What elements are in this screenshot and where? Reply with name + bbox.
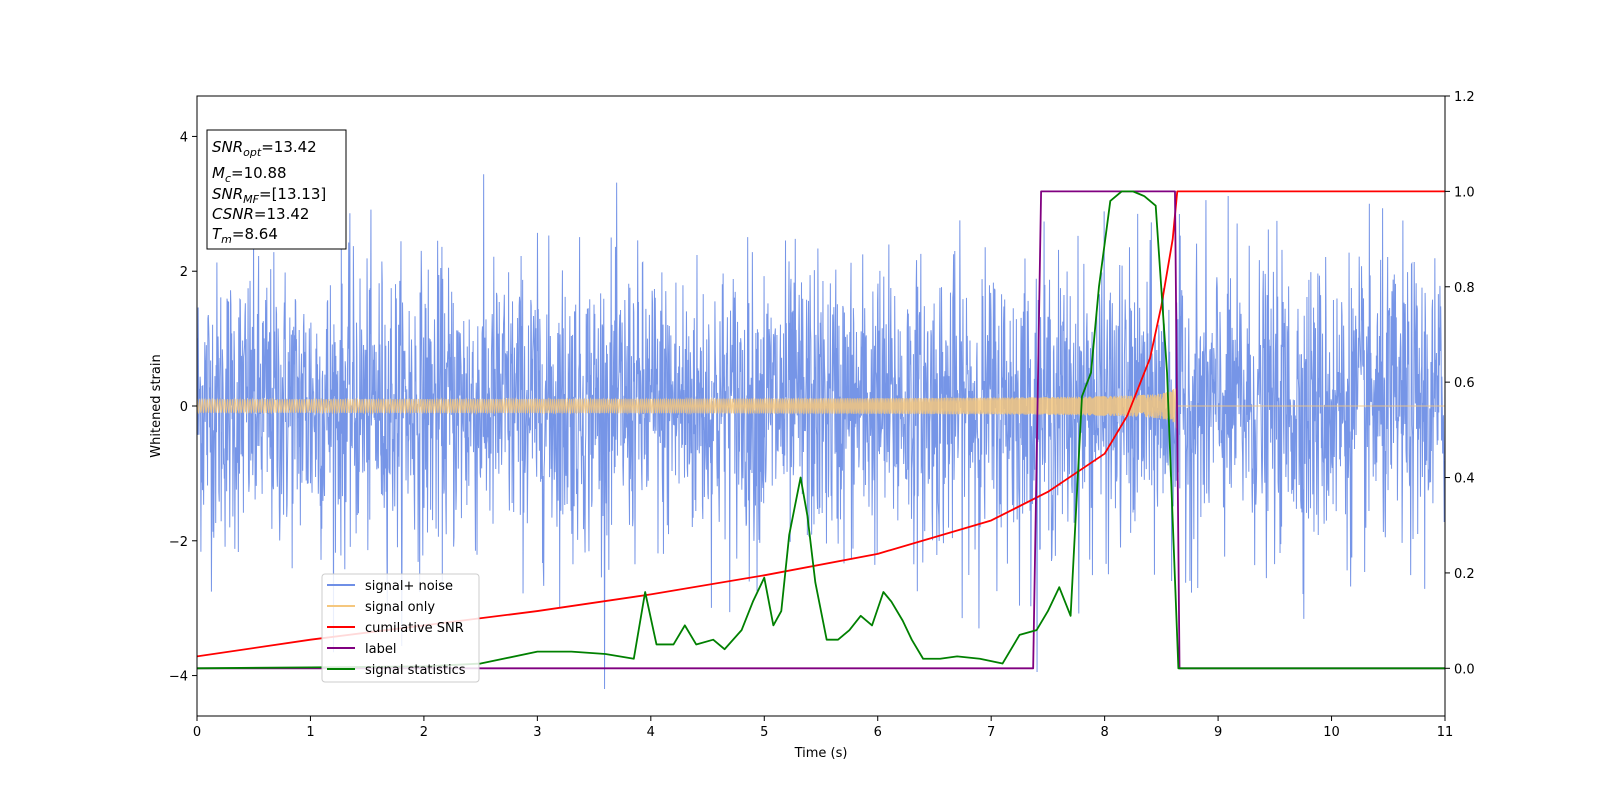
- info-box-frame: [206, 129, 347, 250]
- x-tick-label: 5: [760, 725, 768, 740]
- x-tick-label: 9: [1214, 725, 1222, 740]
- y-left-tick-label: −4: [169, 670, 188, 685]
- x-tick-label: 6: [874, 725, 882, 740]
- legend-entry-signal-only: signal only: [327, 600, 435, 615]
- x-tick-label: 1: [306, 725, 314, 740]
- legend-entry-signal-noise: signal+ noise: [327, 579, 453, 594]
- x-tick-label: 11: [1437, 725, 1454, 740]
- legend-entry-signal-statistics: signal statistics: [327, 663, 466, 678]
- ticks-layer: 0 1 2 3 4 5 6 7 8 9 10 11 −4 −2 0 2 4 0.0 0.2 0.4 0.6 0.8 1.0 1…: [169, 90, 1475, 740]
- x-tick-label: 2: [420, 725, 428, 740]
- info-snr-opt: SNRopt=13.42: [212, 138, 317, 159]
- y-right-tick-label: 1.2: [1454, 90, 1475, 105]
- y-right-tick-label: 1.0: [1454, 185, 1475, 200]
- legend-entry-cumulative-snr: cumilative SNR: [327, 621, 464, 636]
- legend-frame: [321, 573, 480, 683]
- series-cumulative-snr: [197, 190, 1445, 658]
- series-layer: [197, 174, 1445, 690]
- info-box: SNRopt=13.42 Mc=10.88 SNRMF=[13.13] CSNR…: [206, 129, 347, 250]
- x-tick-label: 3: [533, 725, 541, 740]
- x-tick-label: 0: [193, 725, 201, 740]
- series-signal-statistics: [197, 190, 1445, 670]
- y-axis-label: Whitened strain: [149, 354, 164, 457]
- x-axis-label: Time (s): [794, 746, 848, 761]
- y-right-tick-label: 0.4: [1454, 472, 1475, 487]
- x-tick-label: 4: [647, 725, 655, 740]
- legend-label-signal-only: signal only: [365, 600, 435, 615]
- x-tick-label: 10: [1323, 725, 1340, 740]
- x-tick-label: 8: [1100, 725, 1108, 740]
- y-left-tick-label: −2: [169, 535, 188, 550]
- info-mc: Mc=10.88: [212, 164, 287, 185]
- x-tick-label: 7: [987, 725, 995, 740]
- info-csnr: CSNR=13.42: [212, 205, 309, 223]
- legend-entry-label: label: [327, 642, 396, 657]
- y-right-tick-label: 0.0: [1454, 662, 1475, 677]
- y-left-tick-label: 0: [180, 400, 188, 415]
- y-right-tick-label: 0.2: [1454, 567, 1475, 582]
- series-signal-noise: [197, 174, 1445, 690]
- info-snr-mf: SNRMF=[13.13]: [212, 185, 326, 206]
- y-right-tick-label: 0.8: [1454, 281, 1475, 296]
- legend-label-cumulative-snr: cumilative SNR: [365, 621, 464, 636]
- legend: signal+ noise signal only cumilative SNR…: [321, 573, 480, 683]
- series-signal-only: [197, 387, 1445, 430]
- y-left-tick-label: 4: [180, 130, 188, 145]
- y-left-tick-label: 2: [180, 265, 188, 280]
- y-right-tick-label: 0.6: [1454, 376, 1475, 391]
- legend-label-signal-statistics: signal statistics: [365, 663, 466, 678]
- info-tm: Tm=8.64: [212, 225, 278, 246]
- legend-label-label: label: [365, 642, 396, 657]
- legend-label-signal-noise: signal+ noise: [365, 579, 453, 594]
